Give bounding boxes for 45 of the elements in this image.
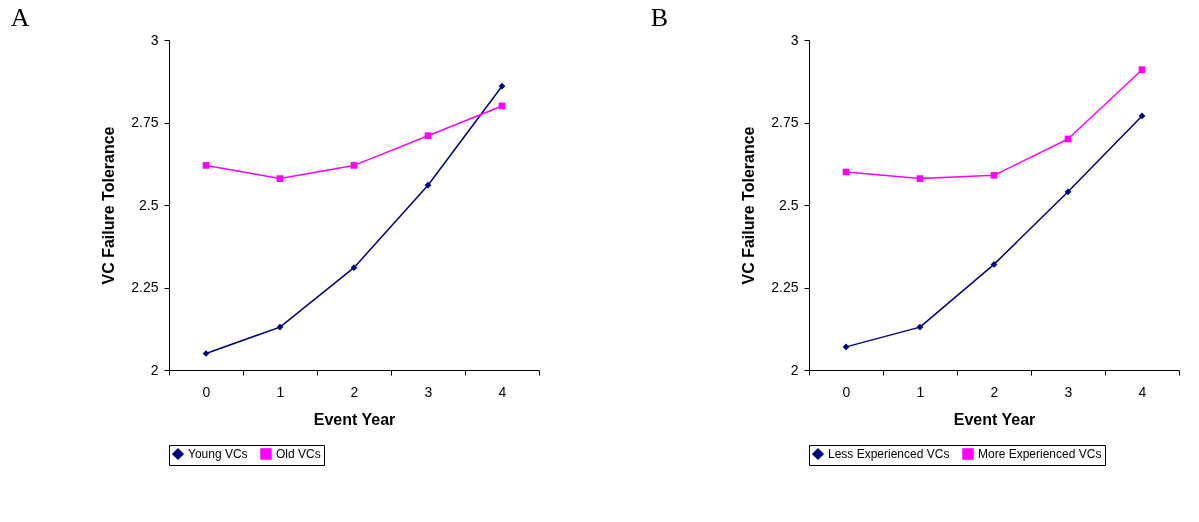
point	[990, 171, 998, 179]
point	[202, 162, 210, 169]
y-axis-title: VC Failure Tolerance	[740, 126, 758, 285]
y-tick-label: 2.5	[779, 196, 799, 213]
point	[276, 323, 284, 331]
point	[1064, 188, 1072, 196]
point	[424, 181, 432, 189]
x-tick-label: 3	[1064, 383, 1073, 400]
legend-label: More Experienced VCs	[978, 447, 1102, 461]
x-tick-label: 0	[202, 383, 211, 400]
y-tick-label: 3	[150, 31, 159, 48]
point	[916, 175, 924, 182]
x-tick-label: 2	[350, 383, 359, 400]
y-tick-label: 2.75	[771, 114, 799, 130]
chart-title: B	[650, 3, 669, 32]
point	[842, 343, 850, 351]
legend-label: Less Experienced VCs	[828, 447, 950, 461]
x-tick-label: 2	[990, 383, 999, 400]
chart-title: A	[10, 3, 30, 32]
x-tick-label: 4	[498, 383, 507, 400]
x-tick-label: 1	[276, 383, 285, 400]
y-tick-label: 2	[790, 361, 799, 378]
point	[276, 175, 284, 182]
x-axis-title: Event Year	[953, 410, 1036, 428]
x-tick-label: 3	[424, 383, 433, 400]
x-tick-label: 0	[842, 383, 851, 400]
x-tick-label: 4	[1138, 383, 1147, 400]
x-axis-title: Event Year	[313, 410, 396, 428]
y-tick-label: 2	[150, 361, 159, 378]
y-tick-label: 2.5	[139, 196, 159, 213]
legend-label: Young VCs	[188, 447, 248, 461]
point	[1138, 112, 1146, 120]
point	[916, 323, 924, 331]
legend-label: Old VCs	[276, 447, 321, 461]
point	[1138, 66, 1146, 74]
y-tick-label: 3	[790, 31, 799, 48]
y-tick-label: 2.25	[771, 279, 799, 295]
point	[350, 162, 358, 169]
y-tick-label: 2.25	[131, 279, 159, 295]
point	[498, 82, 506, 90]
point	[424, 132, 432, 140]
point	[350, 264, 358, 272]
y-axis-title: VC Failure Tolerance	[100, 126, 118, 285]
x-tick-label: 1	[916, 383, 925, 400]
y-tick-label: 2.75	[131, 114, 159, 130]
